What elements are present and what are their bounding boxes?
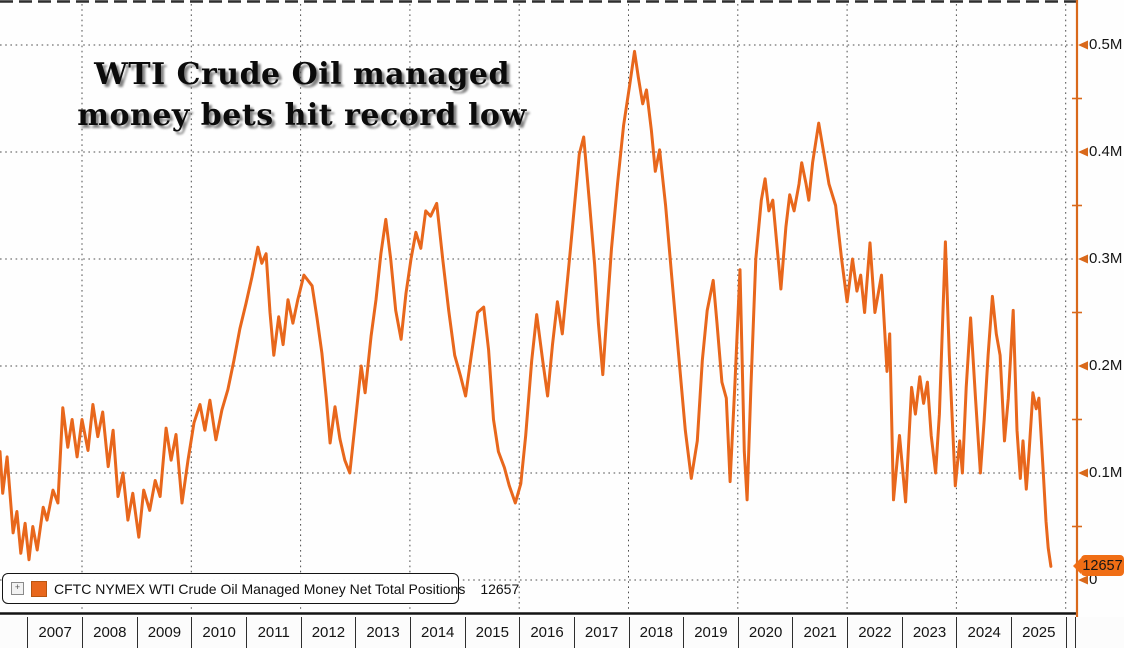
x-axis-year-label: 2012 bbox=[300, 617, 356, 648]
series-color-swatch bbox=[31, 580, 47, 597]
y-axis-tick-label: 0.2M bbox=[1089, 357, 1123, 374]
x-axis-year-label: 2015 bbox=[464, 617, 520, 648]
x-axis-year-label: 2013 bbox=[355, 617, 410, 648]
x-axis-year-label: 2020 bbox=[737, 617, 793, 648]
x-axis-year-label: 2008 bbox=[82, 617, 137, 648]
last-value-badge: 12657 bbox=[1073, 555, 1124, 577]
x-axis-year-label: 2014 bbox=[409, 617, 465, 648]
x-axis-year-band: 2007 2008 2009 2010 2011 2012 2013 2014 2015 2016… bbox=[0, 617, 1124, 648]
x-axis-year-label: 2019 bbox=[683, 617, 738, 648]
y-axis-tick-label: 0.1M bbox=[1089, 464, 1123, 481]
badge-arrow-icon bbox=[1073, 557, 1081, 574]
x-axis-year-label: 2022 bbox=[847, 617, 902, 648]
x-axis-year-label: 2017 bbox=[573, 617, 629, 648]
chart-title: WTI Crude Oil managed money bets hit rec… bbox=[62, 54, 542, 137]
x-axis-end-line bbox=[1075, 617, 1076, 648]
y-axis-tick-label: 0 bbox=[1089, 571, 1098, 588]
x-axis-trailing-separator bbox=[1065, 617, 1074, 648]
x-axis-year-label: 2007 bbox=[27, 617, 82, 648]
y-axis-tick-label: 0.3M bbox=[1089, 250, 1123, 267]
legend-series-value: 12657 bbox=[480, 580, 520, 597]
legend-series-label: CFTC NYMEX WTI Crude Oil Managed Money N… bbox=[54, 580, 466, 597]
last-value-text: 12657 bbox=[1082, 557, 1123, 574]
legend-box[interactable]: + CFTC NYMEX WTI Crude Oil Managed Money… bbox=[2, 573, 519, 604]
x-axis-year-label: 2023 bbox=[901, 617, 957, 648]
y-axis-tick-label: 0.4M bbox=[1089, 143, 1123, 160]
x-axis-year-label: 2024 bbox=[956, 617, 1011, 648]
x-axis-year-label: 2010 bbox=[191, 617, 246, 648]
x-axis-year-label: 2009 bbox=[136, 617, 192, 648]
chart-title-line2: money bets hit record low bbox=[77, 98, 527, 134]
x-axis-year-label: 2021 bbox=[792, 617, 847, 648]
chart-title-line1: WTI Crude Oil managed bbox=[94, 57, 510, 92]
x-axis-year-label: 2025 bbox=[1011, 617, 1066, 648]
legend-expander-icon[interactable]: + bbox=[11, 582, 24, 595]
x-axis-year-label: 2011 bbox=[245, 617, 301, 648]
x-axis-year-label: 2018 bbox=[628, 617, 684, 648]
x-axis-year-label: 2016 bbox=[519, 617, 574, 648]
y-axis-tick-label: 0.5M bbox=[1089, 36, 1123, 53]
series-line bbox=[0, 49, 1053, 568]
